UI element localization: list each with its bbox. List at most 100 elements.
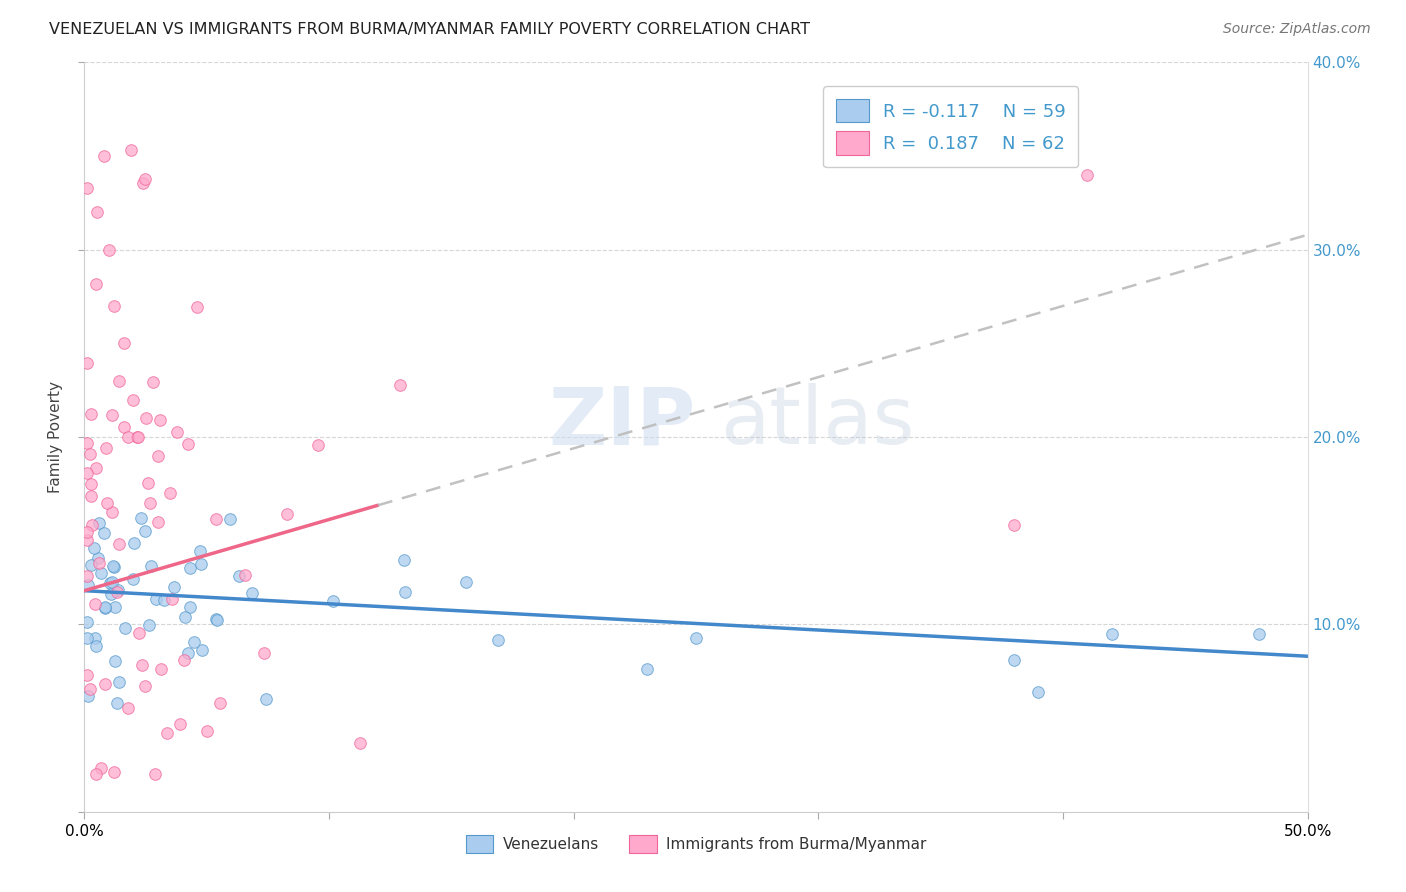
Point: [103, 560, 125, 574]
Point: [138, 617, 160, 632]
Point: [84, 631, 107, 645]
Point: [76, 568, 98, 582]
Point: [127, 430, 149, 444]
Point: [195, 723, 218, 738]
Point: [146, 449, 169, 463]
Point: [108, 537, 131, 551]
Point: [80, 407, 103, 421]
Point: [276, 507, 298, 521]
Point: [156, 726, 179, 740]
Point: [89, 556, 111, 570]
Point: [233, 568, 256, 582]
Point: [159, 486, 181, 500]
Point: [205, 612, 228, 626]
Point: [253, 646, 276, 660]
Point: [94, 600, 117, 615]
Point: [145, 591, 167, 606]
Point: [1002, 653, 1025, 667]
Point: [76, 524, 98, 539]
Point: [112, 336, 135, 351]
Point: [1101, 627, 1123, 641]
Point: [307, 438, 329, 452]
Point: [114, 621, 136, 635]
Point: [150, 662, 173, 676]
Point: [149, 413, 172, 427]
Point: [191, 643, 214, 657]
Point: [207, 614, 229, 628]
Point: [394, 585, 416, 599]
Point: [122, 392, 145, 407]
Point: [104, 654, 127, 668]
Point: [218, 512, 240, 526]
Point: [76, 466, 98, 480]
Point: [169, 717, 191, 731]
Point: [84, 639, 107, 653]
Point: [1247, 627, 1270, 641]
Point: [173, 653, 195, 667]
Point: [636, 662, 658, 676]
Point: [183, 635, 205, 649]
Point: [179, 561, 201, 575]
Point: [80, 489, 103, 503]
Point: [125, 430, 148, 444]
Point: [134, 171, 156, 186]
Point: [82, 517, 104, 532]
Point: [138, 496, 160, 510]
Point: [103, 764, 125, 779]
Point: [104, 599, 127, 614]
Point: [322, 594, 344, 608]
Text: VENEZUELAN VS IMMIGRANTS FROM BURMA/MYANMAR FAMILY POVERTY CORRELATION CHART: VENEZUELAN VS IMMIGRANTS FROM BURMA/MYAN…: [49, 22, 810, 37]
Point: [105, 697, 128, 711]
Point: [90, 761, 112, 775]
Point: [105, 585, 128, 599]
Point: [392, 553, 415, 567]
Point: [76, 667, 98, 681]
Point: [349, 736, 371, 750]
Point: [76, 578, 98, 592]
Point: [100, 587, 122, 601]
Y-axis label: Family Poverty: Family Poverty: [48, 381, 63, 493]
Point: [163, 580, 186, 594]
Point: [97, 243, 120, 257]
Text: Source: ZipAtlas.com: Source: ZipAtlas.com: [1223, 22, 1371, 37]
Point: [131, 658, 153, 673]
Point: [107, 582, 129, 597]
Point: [76, 181, 98, 195]
Point: [242, 586, 264, 600]
Point: [139, 559, 162, 574]
Point: [128, 626, 150, 640]
Point: [388, 377, 411, 392]
Point: [176, 647, 198, 661]
Point: [101, 574, 124, 589]
Point: [456, 575, 478, 590]
Point: [79, 681, 101, 696]
Point: [79, 558, 101, 573]
Point: [174, 610, 197, 624]
Point: [107, 374, 129, 388]
Point: [204, 512, 226, 526]
Point: [114, 419, 136, 434]
Point: [83, 541, 105, 556]
Point: [101, 559, 124, 574]
Text: atlas: atlas: [720, 383, 915, 461]
Point: [132, 176, 155, 190]
Point: [117, 430, 139, 444]
Point: [254, 692, 277, 706]
Point: [86, 205, 108, 219]
Point: [87, 551, 110, 566]
Point: [76, 689, 98, 703]
Legend: Venezuelans, Immigrants from Burma/Myanmar: Venezuelans, Immigrants from Burma/Myanm…: [458, 828, 934, 860]
Point: [101, 408, 124, 422]
Point: [188, 544, 211, 558]
Point: [98, 576, 121, 591]
Point: [108, 674, 131, 689]
Point: [208, 696, 231, 710]
Point: [94, 676, 117, 690]
Point: [145, 767, 167, 781]
Point: [89, 516, 111, 530]
Point: [166, 425, 188, 439]
Point: [76, 632, 98, 646]
Point: [142, 376, 165, 390]
Point: [179, 599, 201, 614]
Point: [228, 568, 250, 582]
